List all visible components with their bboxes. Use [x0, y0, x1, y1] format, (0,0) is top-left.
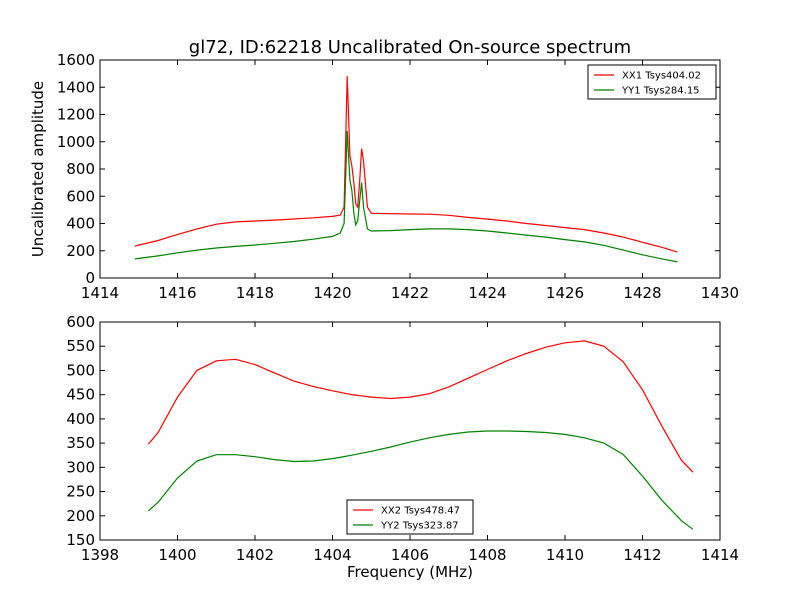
- panel-1-legend: XX1 Tsys404.02 YY1 Tsys284.15: [587, 64, 717, 100]
- panel-2-legend: XX2 Tsys478.47 YY2 Tsys323.87: [346, 499, 474, 535]
- panel-1-x-tick-label: 1428: [623, 284, 661, 302]
- panel-1-series-line-2: [134, 130, 678, 263]
- panel-1-x-tick-label: 1426: [546, 284, 584, 302]
- panel-1-x-tick-label: 1424: [468, 284, 506, 302]
- top-panel: 1414 1416 1418 1420 1422 1424 1426 1428 1430 0 200…: [29, 51, 739, 302]
- panel-1-y-tick-label: 200: [66, 242, 95, 260]
- panel-2-y-tick-label: 450: [66, 386, 95, 404]
- panel-1-x-tick-label: 1418: [236, 284, 274, 302]
- panel-2-y-tick-label: 250: [66, 483, 95, 501]
- panel-2-y-tick-label: 150: [66, 531, 95, 549]
- bottom-panel: 1398 1400 1402 1404 1406 1408 1410 1412 1414 150 2…: [66, 313, 739, 581]
- panel-1-x-tick-label: 1416: [158, 284, 196, 302]
- panel-2-series-line-2: [147, 430, 694, 530]
- panel-2-x-tick-label: 1412: [623, 546, 661, 564]
- panel-1-y-axis-label: Uncalibrated amplitude: [29, 81, 47, 257]
- panel-1-legend-label-2: YY1 Tsys284.15: [621, 86, 700, 97]
- panel-1-y-tick-label: 1000: [57, 133, 95, 151]
- panel-2-legend-label-2: YY2 Tsys323.87: [380, 521, 459, 532]
- panel-2-y-tick-label: 400: [66, 410, 95, 428]
- panel-2-x-tick-label: 1402: [236, 546, 274, 564]
- panel-2-y-tick-label: 500: [66, 361, 95, 379]
- panel-2-x-tick-label: 1414: [701, 546, 739, 564]
- panel-2-legend-box: [346, 499, 474, 535]
- panel-1-y-tick-label: 1600: [57, 51, 95, 69]
- panel-2-series-line-1: [147, 340, 694, 473]
- panel-1-x-tick-label: 1422: [391, 284, 429, 302]
- panel-1-y-tick-label: 600: [66, 187, 95, 205]
- panel-1-y-tick-label: 0: [85, 269, 95, 287]
- panel-2-y-tick-label: 300: [66, 458, 95, 476]
- panel-1-x-tick-label: 1414: [81, 284, 119, 302]
- panel-2-legend-label-1: XX2 Tsys478.47: [381, 506, 460, 517]
- panel-1-y-tick-label: 1200: [57, 106, 95, 124]
- panel-2-y-tick-label: 600: [66, 313, 95, 331]
- panel-1-y-tick-label: 1400: [57, 78, 95, 96]
- panel-2-y-tick-label: 350: [66, 434, 95, 452]
- panel-2-y-tick-label: 550: [66, 337, 95, 355]
- panel-2-x-tick-label: 1408: [468, 546, 506, 564]
- panel-2-x-tick-label: 1410: [546, 546, 584, 564]
- panel-2-y-tick-label: 200: [66, 507, 95, 525]
- panel-2-x-tick-label: 1404: [313, 546, 351, 564]
- panel-1-x-tick-label: 1420: [313, 284, 351, 302]
- panel-2-x-tick-label: 1400: [158, 546, 196, 564]
- figure-title: gl72, ID:62218 Uncalibrated On-source sp…: [189, 37, 631, 58]
- panel-1-legend-label-1: XX1 Tsys404.02: [622, 71, 701, 82]
- panel-1-series-line-1: [134, 76, 678, 253]
- panel-1-y-tick-label: 800: [66, 160, 95, 178]
- panel-2-x-axis-label: Frequency (MHz): [347, 563, 473, 581]
- panel-1-y-tick-label: 400: [66, 215, 95, 233]
- panel-2-x-tick-label: 1406: [391, 546, 429, 564]
- panel-1-legend-box: [587, 64, 717, 100]
- panel-1-x-tick-label: 1430: [701, 284, 739, 302]
- panel-2-x-tick-label: 1398: [81, 546, 119, 564]
